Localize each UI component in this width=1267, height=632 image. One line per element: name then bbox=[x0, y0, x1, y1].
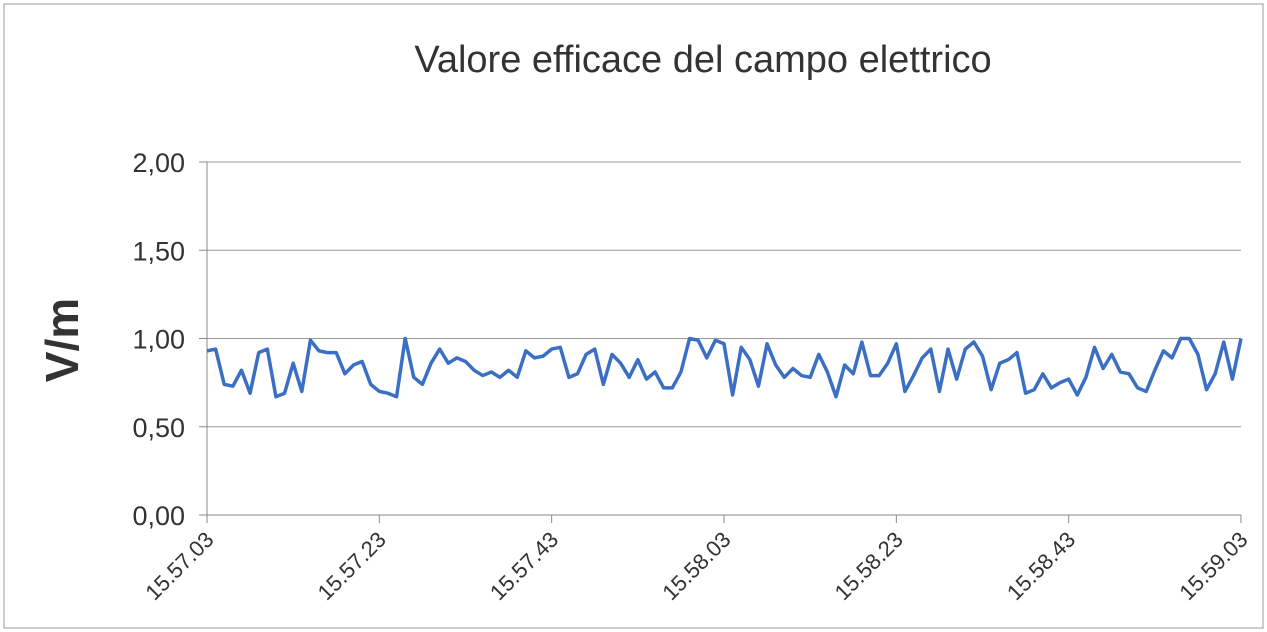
data-line bbox=[206, 336, 1243, 399]
chart-title: Valore efficace del campo elettrico bbox=[414, 39, 991, 81]
y-tick-label: 1,50 bbox=[132, 236, 185, 266]
y-tick-label: 0,50 bbox=[132, 413, 185, 443]
y-tick-label: 0,00 bbox=[132, 501, 185, 531]
y-tick-label: 2,00 bbox=[132, 148, 185, 178]
y-axis-label: V/m bbox=[36, 298, 88, 382]
chart-frame bbox=[3, 3, 1264, 629]
y-tick-label: 1,00 bbox=[132, 325, 185, 355]
